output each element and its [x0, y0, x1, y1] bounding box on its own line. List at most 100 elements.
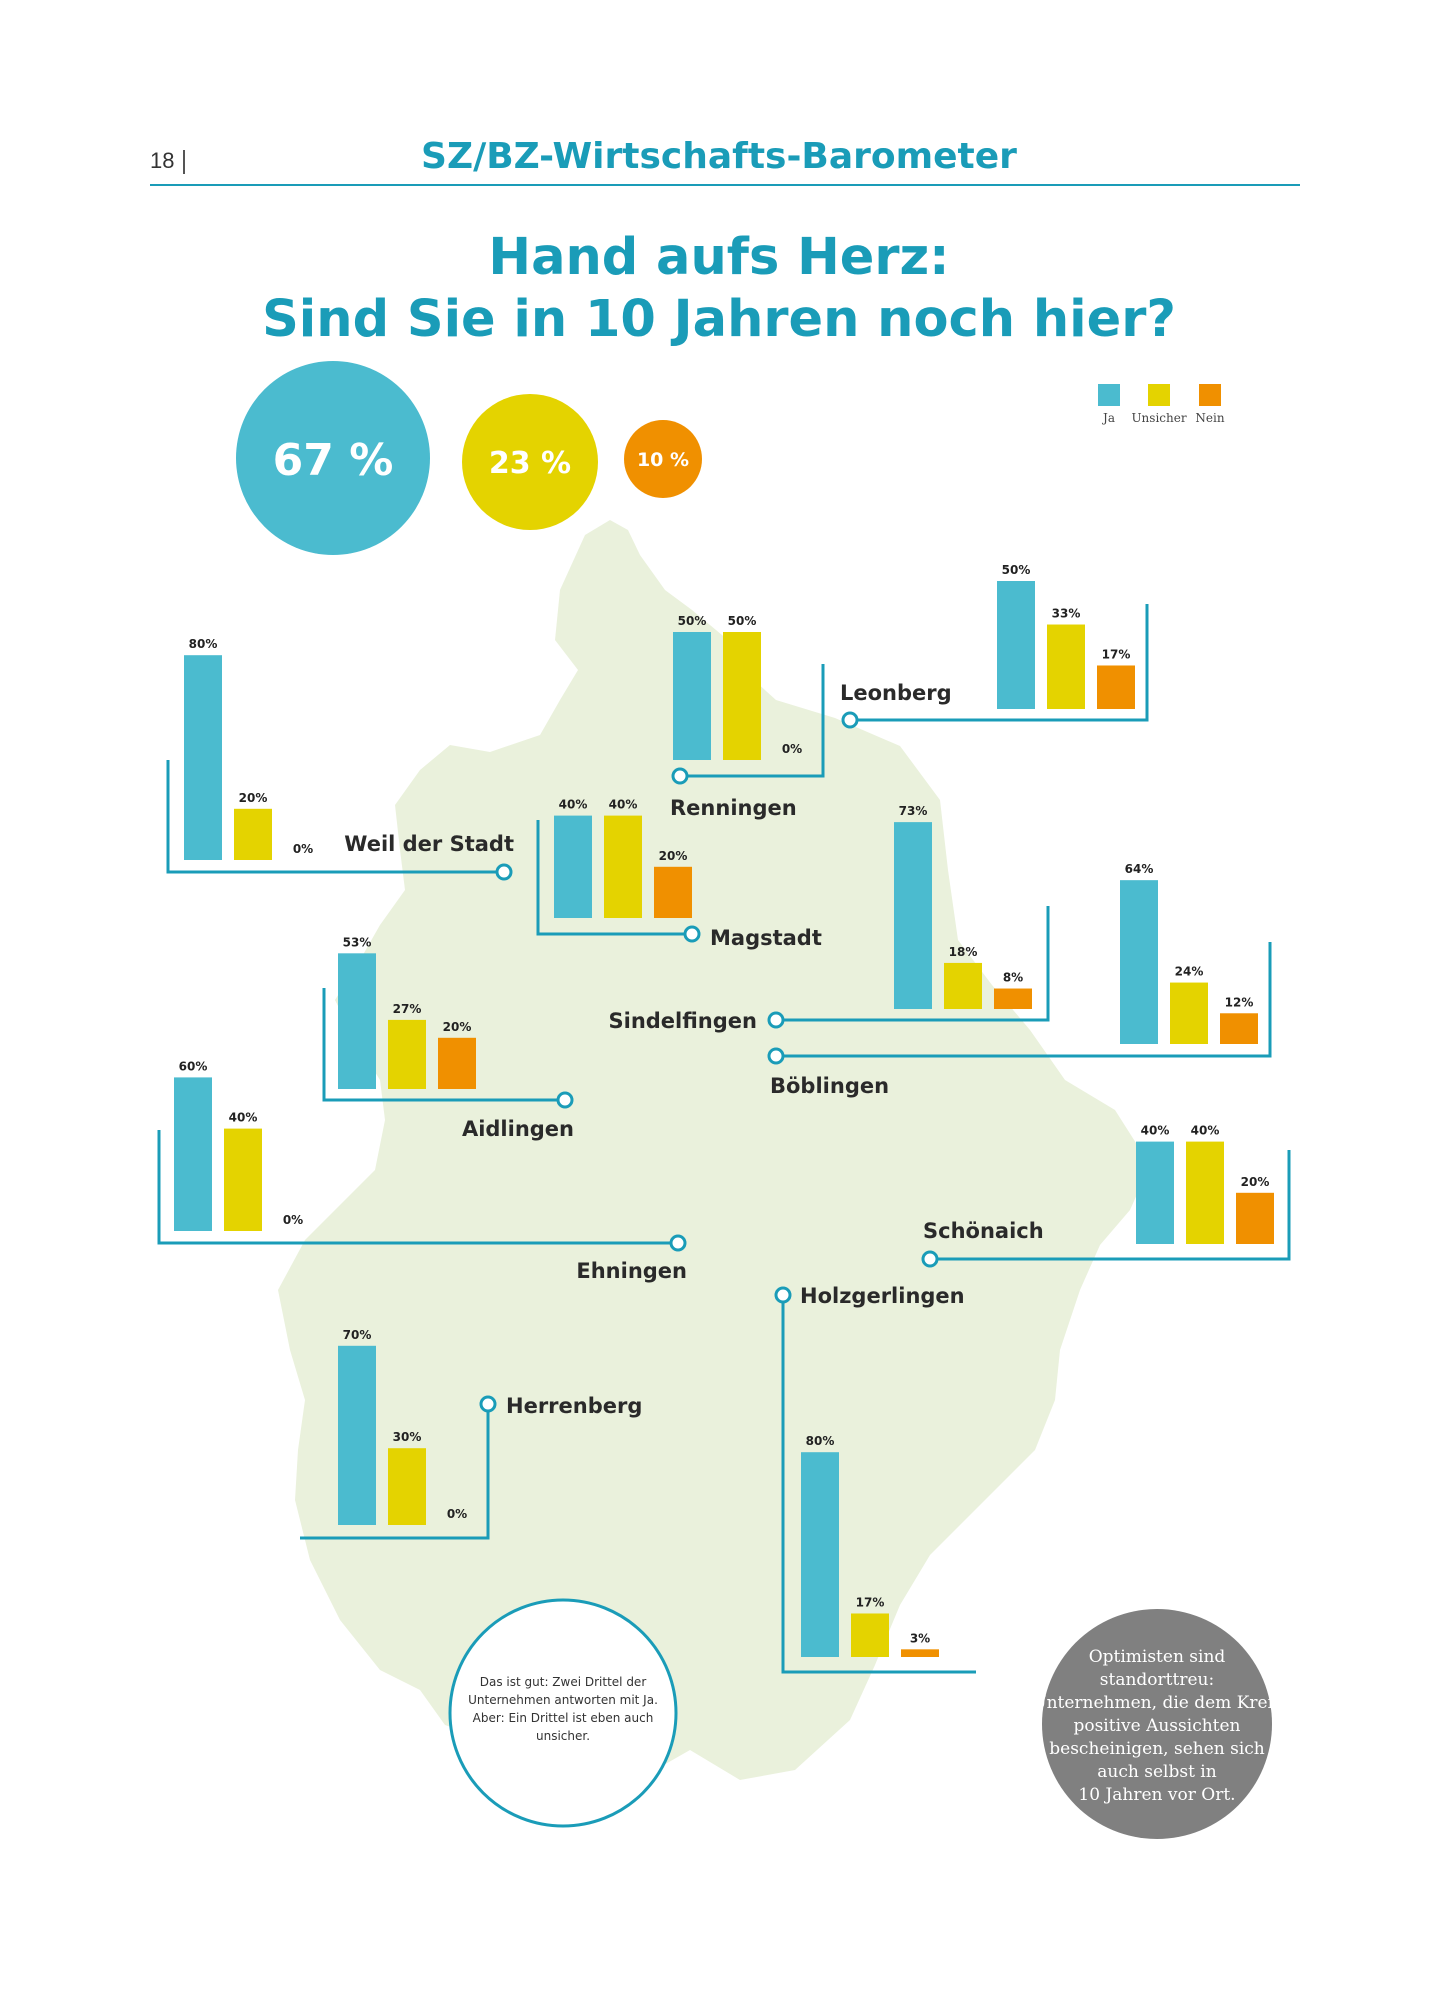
value-label-renningen-ja: 50%: [678, 614, 707, 628]
value-label-leonberg-ja: 50%: [1002, 563, 1031, 577]
note-right-line-7: 10 Jahren vor Ort.: [1078, 1785, 1235, 1805]
town-label-sindelfingen: Sindelfingen: [609, 1009, 758, 1033]
location-dot-aidlingen: [556, 1091, 574, 1109]
connector-line-herrenberg: [300, 1404, 490, 1540]
connector-line-schoenaich: [930, 1150, 1291, 1261]
note-right: Optimisten sind standorttreu: Unternehme…: [1032, 1609, 1282, 1839]
town-group-ehningen: 60% 40% 0% Ehningen: [157, 1059, 687, 1283]
legend-swatch-nein: [1199, 384, 1221, 406]
value-label-renningen-unsicher: 50%: [728, 614, 757, 628]
town-label-renningen: Renningen: [670, 796, 797, 820]
bar-boeblingen-ja: [1120, 880, 1158, 1044]
total-unsicher-bubble: [462, 394, 598, 530]
value-label-aidlingen-nein: 20%: [443, 1020, 472, 1034]
bar-boeblingen-unsicher: [1170, 982, 1208, 1044]
value-label-renningen-nein: 0%: [782, 742, 802, 756]
town-group-boeblingen: 64% 24% 12% Böblingen: [767, 862, 1272, 1098]
bar-herrenberg-unsicher: [388, 1448, 426, 1525]
headline-line-2: Sind Sie in 10 Jahren noch hier?: [262, 290, 1176, 349]
bar-aidlingen-ja: [338, 953, 376, 1089]
note-left-line-1: Das ist gut: Zwei Drittel der: [480, 1675, 647, 1689]
town-label-boeblingen: Böblingen: [770, 1074, 889, 1098]
value-label-ehningen-ja: 60%: [179, 1059, 208, 1073]
location-dot-herrenberg: [479, 1395, 497, 1413]
town-label-weil-der-stadt: Weil der Stadt: [344, 832, 514, 856]
total-nein-bubble: [624, 420, 702, 498]
bar-magstadt-ja: [554, 815, 592, 918]
bar-holzgerlingen-ja: [801, 1452, 839, 1657]
header-rule: [150, 184, 1300, 186]
total-ja-bubble: [236, 361, 430, 555]
value-label-magstadt-ja: 40%: [559, 798, 588, 812]
note-right-line-6: auch selbst in: [1097, 1762, 1216, 1782]
page-number: 18: [150, 148, 175, 173]
value-label-magstadt-nein: 20%: [659, 849, 688, 863]
bar-aidlingen-nein: [438, 1037, 476, 1089]
location-dot-leonberg: [841, 711, 859, 729]
value-label-schoenaich-nein: 20%: [1241, 1175, 1270, 1189]
note-right-line-1: Optimisten sind: [1089, 1647, 1226, 1667]
value-label-sindelfingen-ja: 73%: [899, 804, 928, 818]
bar-boeblingen-nein: [1220, 1013, 1258, 1044]
town-label-leonberg: Leonberg: [840, 681, 952, 705]
location-dot-holzgerlingen: [774, 1286, 792, 1304]
legend-label-ja: Ja: [1101, 411, 1115, 425]
note-left-line-4: unsicher.: [536, 1729, 590, 1743]
connector-line-leonberg: [850, 604, 1149, 722]
bar-weil-der-stadt-unsicher: [234, 808, 272, 860]
value-label-schoenaich-unsicher: 40%: [1191, 1124, 1220, 1138]
location-dot-sindelfingen: [767, 1011, 785, 1029]
total-ja-label: 67 %: [273, 435, 394, 486]
connector-line-renningen: [680, 664, 825, 778]
connector-line-aidlingen: [322, 988, 565, 1102]
location-dot-magstadt: [683, 925, 701, 943]
town-group-magstadt: 40% 40% 20% Magstadt: [536, 798, 822, 950]
town-group-herrenberg: 70% 30% 0% Herrenberg: [300, 1328, 642, 1540]
location-dot-weil-der-stadt: [495, 863, 513, 881]
note-right-line-4: positive Aussichten: [1073, 1716, 1240, 1736]
note-left-circle: [448, 1598, 678, 1828]
bar-magstadt-unsicher: [604, 815, 642, 918]
location-dot-boeblingen: [767, 1047, 785, 1065]
value-label-magstadt-unsicher: 40%: [609, 798, 638, 812]
bar-ehningen-ja: [174, 1077, 212, 1231]
value-label-leonberg-unsicher: 33%: [1052, 607, 1081, 621]
legend-label-unsicher: Unsicher: [1131, 411, 1186, 425]
value-label-boeblingen-unsicher: 24%: [1175, 965, 1204, 979]
connector-line-boeblingen: [776, 942, 1272, 1058]
value-label-sindelfingen-unsicher: 18%: [949, 945, 978, 959]
bar-holzgerlingen-nein: [901, 1649, 939, 1657]
note-right-line-2: standorttreu:: [1100, 1670, 1214, 1690]
bar-renningen-unsicher: [723, 632, 761, 760]
value-label-holzgerlingen-nein: 3%: [910, 1631, 930, 1645]
bar-renningen-ja: [673, 632, 711, 760]
note-right-circle: [1042, 1609, 1272, 1839]
value-label-holzgerlingen-ja: 80%: [806, 1434, 835, 1448]
value-label-holzgerlingen-unsicher: 17%: [856, 1595, 885, 1609]
bar-ehningen-unsicher: [224, 1128, 262, 1231]
town-group-holzgerlingen: 80% 17% 3% Holzgerlingen: [774, 1284, 976, 1674]
town-group-weil-der-stadt: 80% 20% 0% Weil der Stadt: [166, 637, 514, 881]
value-label-boeblingen-nein: 12%: [1225, 995, 1254, 1009]
bar-sindelfingen-nein: [994, 988, 1032, 1009]
connector-line-sindelfingen: [776, 906, 1050, 1022]
bar-schoenaich-nein: [1236, 1192, 1274, 1244]
town-group-sindelfingen: 73% 18% 8% Sindelfingen: [609, 804, 1050, 1033]
connector-line-ehningen: [157, 1130, 678, 1245]
legend: Ja Unsicher Nein: [1098, 384, 1225, 425]
bar-leonberg-unsicher: [1047, 624, 1085, 709]
value-label-herrenberg-unsicher: 30%: [393, 1430, 422, 1444]
value-label-weil-der-stadt-nein: 0%: [293, 842, 313, 856]
town-group-renningen: 50% 50% 0% Renningen: [670, 614, 825, 820]
value-label-weil-der-stadt-ja: 80%: [189, 637, 218, 651]
bar-sindelfingen-ja: [894, 822, 932, 1009]
total-nein-label: 10 %: [637, 449, 689, 471]
bar-aidlingen-unsicher: [388, 1019, 426, 1089]
value-label-herrenberg-nein: 0%: [447, 1507, 467, 1521]
connector-line-weil-der-stadt: [166, 760, 504, 874]
note-left-line-3: Aber: Ein Drittel ist eben auch: [473, 1711, 654, 1725]
value-label-ehningen-nein: 0%: [283, 1213, 303, 1227]
bar-weil-der-stadt-ja: [184, 655, 222, 860]
value-label-schoenaich-ja: 40%: [1141, 1124, 1170, 1138]
